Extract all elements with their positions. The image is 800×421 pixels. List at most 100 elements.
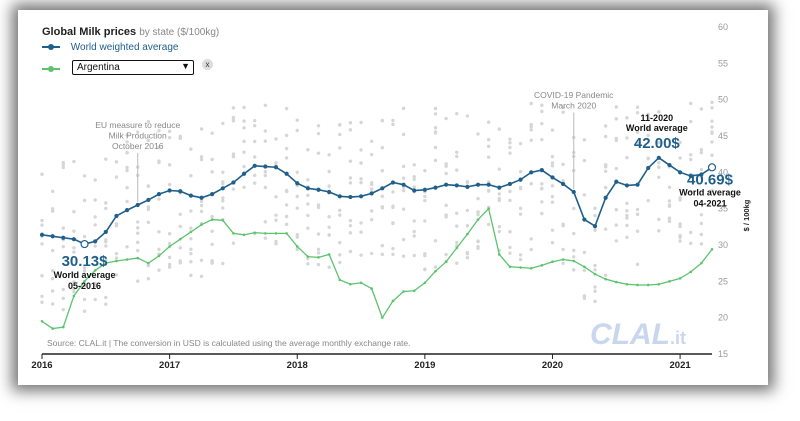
- background-state-dot: [412, 253, 416, 258]
- background-state-dot: [614, 117, 618, 121]
- background-state-dot: [231, 152, 236, 156]
- background-state-dot: [380, 194, 385, 199]
- background-state-dot: [710, 106, 714, 110]
- event-annotation-label: October 2016: [112, 141, 164, 151]
- background-state-dot: [582, 268, 587, 272]
- background-state-dot: [242, 139, 246, 144]
- background-state-dot: [189, 237, 193, 241]
- chart-subtitle: by state ($/100kg): [139, 27, 220, 38]
- world-data-point: [220, 186, 225, 191]
- world-data-point: [178, 189, 183, 194]
- background-state-dot: [529, 101, 533, 106]
- background-state-dot: [284, 133, 289, 138]
- background-state-dot: [635, 229, 640, 233]
- background-state-dot: [412, 163, 416, 167]
- background-state-dot: [486, 155, 491, 159]
- background-state-dot: [189, 273, 193, 278]
- background-state-dot: [189, 247, 193, 251]
- background-state-dot: [423, 168, 427, 173]
- background-state-dot: [603, 185, 608, 190]
- argentina-data-point: [370, 287, 373, 290]
- background-state-dot: [678, 222, 682, 226]
- background-state-dot: [210, 157, 214, 162]
- world-data-point: [167, 188, 172, 193]
- background-state-dot: [689, 157, 693, 162]
- background-state-dot: [157, 129, 161, 133]
- event-annotation-label: Milk Production: [109, 131, 167, 141]
- background-state-dot: [635, 105, 640, 109]
- background-state-dot: [518, 206, 523, 211]
- world-data-point: [497, 185, 502, 190]
- background-state-dot: [433, 265, 438, 269]
- world-data-point: [433, 185, 438, 190]
- background-state-dot: [508, 189, 512, 194]
- background-state-dot: [646, 126, 650, 131]
- background-state-dot: [338, 260, 342, 265]
- background-state-dot: [550, 228, 555, 232]
- background-state-dot: [625, 216, 629, 220]
- background-state-dot: [284, 214, 289, 219]
- argentina-data-point: [604, 277, 607, 281]
- world-data-point: [114, 213, 119, 219]
- background-state-dot: [61, 163, 65, 167]
- background-state-dot: [699, 167, 704, 172]
- source-note: Source: CLAL.it | The conversion in USD …: [47, 338, 411, 348]
- background-state-dot: [114, 175, 119, 179]
- background-state-dot: [476, 239, 480, 243]
- background-state-dot: [699, 242, 704, 246]
- background-state-dot: [210, 131, 214, 135]
- background-state-dot: [582, 250, 587, 255]
- background-state-dot: [114, 223, 119, 228]
- background-state-dot: [561, 261, 565, 265]
- background-state-dot: [210, 170, 214, 174]
- world-data-point: [529, 170, 534, 175]
- series-line-world: [41, 156, 713, 245]
- callout-value: 42.00$: [634, 135, 681, 152]
- background-state-dot: [167, 231, 172, 236]
- background-state-dot: [412, 229, 416, 234]
- background-state-dot: [167, 265, 172, 269]
- background-state-dot: [348, 159, 353, 163]
- background-state-dot: [359, 253, 363, 257]
- world-data-point: [327, 189, 332, 195]
- argentina-data-point: [157, 254, 161, 258]
- world-data-point: [507, 181, 513, 187]
- legend-world[interactable]: World weighted average: [42, 42, 178, 53]
- world-data-point: [422, 187, 427, 192]
- background-state-dot: [199, 203, 204, 208]
- background-state-dot: [455, 168, 459, 172]
- background-state-dot: [603, 134, 608, 139]
- background-state-dot: [646, 112, 650, 117]
- background-state-dot: [401, 254, 406, 258]
- background-state-dot: [359, 120, 363, 125]
- background-state-dot: [50, 269, 55, 273]
- background-state-dot: [614, 207, 618, 212]
- background-state-dot: [146, 119, 151, 124]
- argentina-data-point: [519, 266, 522, 269]
- argentina-data-point: [317, 256, 320, 259]
- background-state-dot: [391, 190, 395, 194]
- background-state-dot: [72, 290, 76, 294]
- background-state-dot: [369, 152, 374, 157]
- argentina-data-point: [136, 256, 140, 260]
- background-state-dot: [369, 180, 374, 185]
- background-state-dot: [465, 252, 470, 256]
- background-state-dot: [338, 253, 342, 257]
- background-state-dot: [667, 199, 672, 203]
- background-state-dot: [369, 139, 374, 143]
- x-tick-label: 2017: [159, 360, 180, 371]
- world-data-point: [550, 175, 555, 180]
- background-state-dot: [316, 262, 321, 267]
- background-state-dot: [689, 230, 693, 235]
- country-select[interactable]: Argentina ▼: [72, 60, 194, 75]
- background-state-dot: [423, 194, 427, 199]
- background-state-dot: [508, 245, 512, 250]
- remove-country-button[interactable]: x: [202, 59, 213, 70]
- y-tick-label: 20: [718, 313, 728, 323]
- background-state-dot: [540, 200, 544, 204]
- background-state-dot: [444, 116, 448, 121]
- background-state-dot: [82, 297, 87, 302]
- argentina-data-point: [551, 260, 554, 264]
- background-state-dot: [295, 128, 299, 133]
